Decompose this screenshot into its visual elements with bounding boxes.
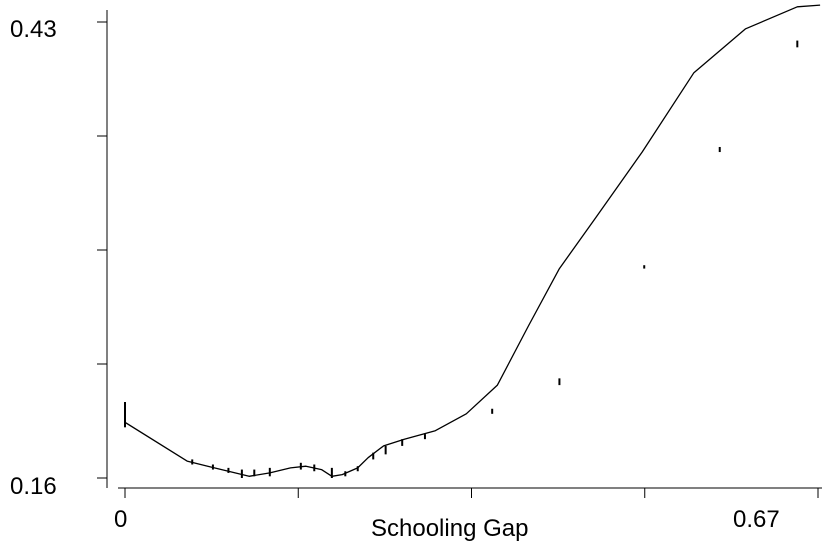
x-axis: 0 0.67 Schooling Gap [114,487,822,542]
y-axis-ticks [97,21,107,479]
y-axis: 0.43 0.16 [10,10,108,500]
y-tick-label-bottom: 0.16 [10,473,57,500]
plot-area [124,4,821,478]
x-tick-label-left: 0 [114,506,127,533]
x-axis-ticks [124,488,819,498]
series-line [124,4,821,477]
y-tick-label-top: 0.43 [10,16,57,43]
x-axis-title: Schooling Gap [371,515,528,542]
x-tick-label-right: 0.67 [733,506,780,533]
confidence-whiskers [124,40,799,478]
